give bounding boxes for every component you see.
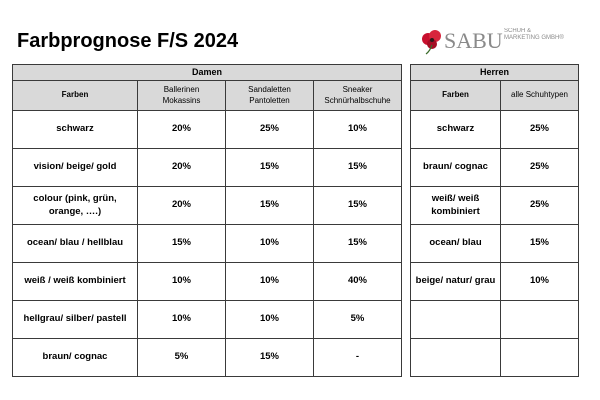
percentage: 15%	[225, 186, 314, 225]
table: Damen Farben Ballerinen Mokassins Sandalett…	[12, 64, 402, 377]
group-row: Damen	[12, 64, 402, 81]
empty-cell	[410, 338, 501, 377]
logo: SABU SCHUH & MARKETING GMBH®	[422, 28, 564, 55]
table: Herren Farben alle Schuhtypen schwarz 25% bra…	[410, 64, 579, 377]
percentage: 15%	[500, 224, 579, 263]
percentage: 10%	[225, 300, 314, 339]
table-row: vision/ beige/ gold 20% 15% 15%	[12, 148, 402, 187]
color-name: ocean/ blau / hellblau	[12, 224, 138, 263]
color-name: vision/ beige/ gold	[12, 148, 138, 187]
percentage: 10%	[313, 110, 402, 149]
empty-cell	[500, 338, 579, 377]
color-name: hellgrau/ silber/ pastell	[12, 300, 138, 339]
empty-cell	[410, 300, 501, 339]
group-row: Herren	[410, 64, 579, 81]
percentage: 15%	[225, 148, 314, 187]
percentage: 10%	[500, 262, 579, 301]
percentage: 20%	[137, 148, 226, 187]
color-name: ocean/ blau	[410, 224, 501, 263]
page-title: Farbprognose F/S 2024	[17, 30, 239, 52]
color-name: schwarz	[12, 110, 138, 149]
percentage: 15%	[137, 224, 226, 263]
group-header: Damen	[12, 64, 402, 81]
table-row: ocean/ blau / hellblau 15% 10% 15%	[12, 224, 402, 263]
percentage: 20%	[137, 110, 226, 149]
percentage: 5%	[313, 300, 402, 339]
logo-name: SABU	[444, 28, 503, 53]
color-name: colour (pink, grün, orange, ….)	[12, 186, 138, 225]
color-name: beige/ natur/ grau	[410, 262, 501, 301]
empty-cell	[500, 300, 579, 339]
column-header: Farben	[12, 80, 138, 111]
table-row: schwarz 25%	[410, 110, 579, 149]
percentage: 40%	[313, 262, 402, 301]
column-header: Sneaker Schnürhalbschuhe	[313, 80, 402, 111]
percentage: 10%	[137, 300, 226, 339]
empty-row	[410, 300, 579, 339]
column-header: Farben	[410, 80, 501, 111]
color-name: weiß/ weiß kombiniert	[410, 186, 501, 225]
logo-tagline: SCHUH & MARKETING GMBH®	[504, 28, 564, 42]
percentage: 15%	[313, 148, 402, 187]
table-row: weiß / weiß kombiniert 10% 10% 40%	[12, 262, 402, 301]
color-name: weiß / weiß kombiniert	[12, 262, 138, 301]
percentage: 20%	[137, 186, 226, 225]
percentage: 10%	[225, 262, 314, 301]
empty-row	[410, 338, 579, 377]
percentage: 25%	[225, 110, 314, 149]
percentage: 10%	[137, 262, 226, 301]
color-name: braun/ cognac	[12, 338, 138, 377]
percentage: 25%	[500, 110, 579, 149]
percentage: 25%	[500, 148, 579, 187]
percentage: 15%	[313, 186, 402, 225]
color-name: schwarz	[410, 110, 501, 149]
column-header: Ballerinen Mokassins	[137, 80, 226, 111]
column-header: alle Schuhtypen	[500, 80, 579, 111]
percentage: -	[313, 338, 402, 377]
column-header-row: Farben Ballerinen Mokassins Sandaletten Pa…	[12, 80, 402, 111]
table-row: weiß/ weiß kombiniert 25%	[410, 186, 579, 225]
color-name: braun/ cognac	[410, 148, 501, 187]
percentage: 10%	[225, 224, 314, 263]
table-row: colour (pink, grün, orange, ….) 20% 15% 15%	[12, 186, 402, 225]
table-row: braun/ cognac 5% 15% -	[12, 338, 402, 377]
column-header: Sandaletten Pantoletten	[225, 80, 314, 111]
table-row: ocean/ blau 15%	[410, 224, 579, 263]
column-header-row: Farben alle Schuhtypen	[410, 80, 579, 111]
table-row: beige/ natur/ grau 10%	[410, 262, 579, 301]
percentage: 15%	[225, 338, 314, 377]
table-row: schwarz 20% 25% 10%	[12, 110, 402, 149]
percentage: 25%	[500, 186, 579, 225]
percentage: 5%	[137, 338, 226, 377]
table-row: braun/ cognac 25%	[410, 148, 579, 187]
percentage: 15%	[313, 224, 402, 263]
table-row: hellgrau/ silber/ pastell 10% 10% 5%	[12, 300, 402, 339]
group-header: Herren	[410, 64, 579, 81]
